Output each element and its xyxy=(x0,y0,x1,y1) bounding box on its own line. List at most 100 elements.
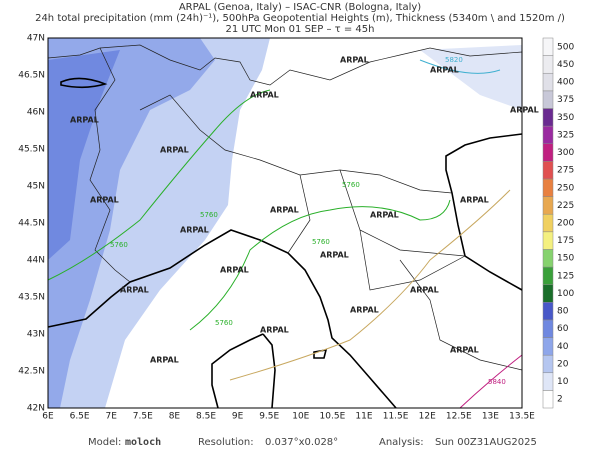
header-line: 21 UTC Mon 01 SEP – τ = 45h xyxy=(226,24,375,35)
lat-label: 45.5N xyxy=(18,145,45,155)
header-line: ARPAL (Genoa, Italy) – ISAC-CNR (Bologna… xyxy=(179,2,421,13)
watermark: ARPAL xyxy=(120,286,149,295)
colorbar-swatch xyxy=(542,354,554,374)
lat-label: 42.5N xyxy=(18,367,45,377)
contour-line xyxy=(47,89,451,331)
colorbar-swatch xyxy=(542,125,554,144)
lat-label: 43.5N xyxy=(18,293,45,303)
colorbar-swatch xyxy=(542,72,554,92)
colorbar-label: 200 xyxy=(557,219,574,229)
watermark: ARPAL xyxy=(510,106,539,115)
colorbar-swatch xyxy=(542,266,554,285)
lake xyxy=(60,77,108,89)
border xyxy=(139,94,466,291)
colorbar-label: 150 xyxy=(557,254,574,264)
lat-label: 46.5N xyxy=(18,71,45,81)
lat-label: 47N xyxy=(27,34,45,44)
colorbar-label: 400 xyxy=(557,78,574,88)
lon-label: 11E xyxy=(355,412,372,422)
lon-label: 7E xyxy=(105,412,117,422)
colorbar-swatch xyxy=(542,143,554,162)
watermark: ARPAL xyxy=(220,266,249,275)
contour-line xyxy=(419,59,501,74)
lon-label: 11.5E xyxy=(383,412,409,422)
lat-label: 43N xyxy=(27,330,45,340)
lon-label: 13.5E xyxy=(509,412,535,422)
precip-light xyxy=(420,45,522,110)
colorbar-label: 350 xyxy=(557,113,574,123)
lat-label: 44.5N xyxy=(18,219,45,229)
colorbar-swatch xyxy=(542,337,554,356)
colorbar-swatch xyxy=(542,196,554,215)
lon-label: 6.5E xyxy=(70,412,90,422)
contour-label: 5840 xyxy=(488,378,506,386)
precip-heavy xyxy=(48,50,120,260)
colorbar-label: 450 xyxy=(557,60,574,70)
footer-value: Sun 00Z31AUG2025 xyxy=(435,437,537,448)
contour-label: 5760 xyxy=(312,238,330,246)
contour-label: 5760 xyxy=(200,211,218,219)
border xyxy=(47,44,523,86)
colorbar-label: 175 xyxy=(557,236,574,246)
lat-label: 46N xyxy=(27,108,45,118)
contour-label: 5760 xyxy=(215,319,233,327)
footer-value: 0.037°x0.028° xyxy=(265,437,338,448)
lon-label: 10E xyxy=(292,412,309,422)
watermark: ARPAL xyxy=(450,346,479,355)
map-area: ARPAL ARPAL ARPAL ARPAL ARPAL ARPAL ARPAL ARPAL… xyxy=(47,38,539,409)
coastline xyxy=(445,133,523,291)
lat-label: 44N xyxy=(27,256,45,266)
colorbar-label: 60 xyxy=(557,324,569,334)
lon-label: 13E xyxy=(482,412,499,422)
border xyxy=(399,259,523,371)
colorbar-swatch xyxy=(542,90,554,109)
coastline xyxy=(47,229,397,409)
contour-label: 5760 xyxy=(342,181,360,189)
colorbar-swatch xyxy=(542,37,554,56)
watermark: ARPAL xyxy=(410,286,439,295)
colorbar-label: 10 xyxy=(557,377,569,387)
watermark: ARPAL xyxy=(350,306,379,315)
colorbar-swatch xyxy=(542,319,554,338)
lon-label: 8E xyxy=(169,412,181,422)
watermark: ARPAL xyxy=(320,251,349,260)
colorbar-label: 20 xyxy=(557,359,569,369)
lon-label: 8.5E xyxy=(196,412,216,422)
lon-label: 12.5E xyxy=(446,412,472,422)
lat-label: 42N xyxy=(27,404,45,414)
map-frame xyxy=(47,37,523,409)
colorbar-label: 125 xyxy=(557,271,574,281)
colorbar-swatch xyxy=(542,284,554,303)
colorbar-label: 275 xyxy=(557,166,574,176)
colorbar-label: 80 xyxy=(557,307,569,317)
header-line: 24h total precipitation (mm (24h)⁻¹), 50… xyxy=(35,13,565,24)
lon-label: 6E xyxy=(42,412,54,422)
coastline xyxy=(211,333,276,409)
footer-label: Analysis: xyxy=(379,437,424,448)
lon-label: 7.5E xyxy=(133,412,153,422)
colorbar-label: 300 xyxy=(557,148,574,158)
contour-label: 5760 xyxy=(110,241,128,249)
watermark: ARPAL xyxy=(160,146,189,155)
lon-label: 9E xyxy=(232,412,244,422)
watermark: ARPAL xyxy=(270,206,299,215)
watermark: ARPAL xyxy=(250,91,279,100)
watermark: ARPAL xyxy=(180,226,209,235)
colorbar-label: 325 xyxy=(557,130,574,140)
colorbar-label: 500 xyxy=(557,42,574,52)
watermark: ARPAL xyxy=(460,196,489,205)
colorbar-label: 375 xyxy=(557,95,574,105)
watermark: ARPAL xyxy=(370,211,399,220)
colorbar-label: 2 xyxy=(557,395,563,405)
colorbar-swatch xyxy=(542,178,554,197)
watermark: ARPAL xyxy=(340,56,369,65)
watermark: ARPAL xyxy=(70,116,99,125)
lat-label: 45N xyxy=(27,182,45,192)
colorbar-label: 225 xyxy=(557,201,574,211)
colorbar-swatch xyxy=(542,372,554,391)
colorbar-label: 250 xyxy=(557,183,574,193)
colorbar-label: 40 xyxy=(557,342,569,352)
colorbar-swatch xyxy=(542,390,554,409)
colorbar-swatch xyxy=(542,213,554,233)
